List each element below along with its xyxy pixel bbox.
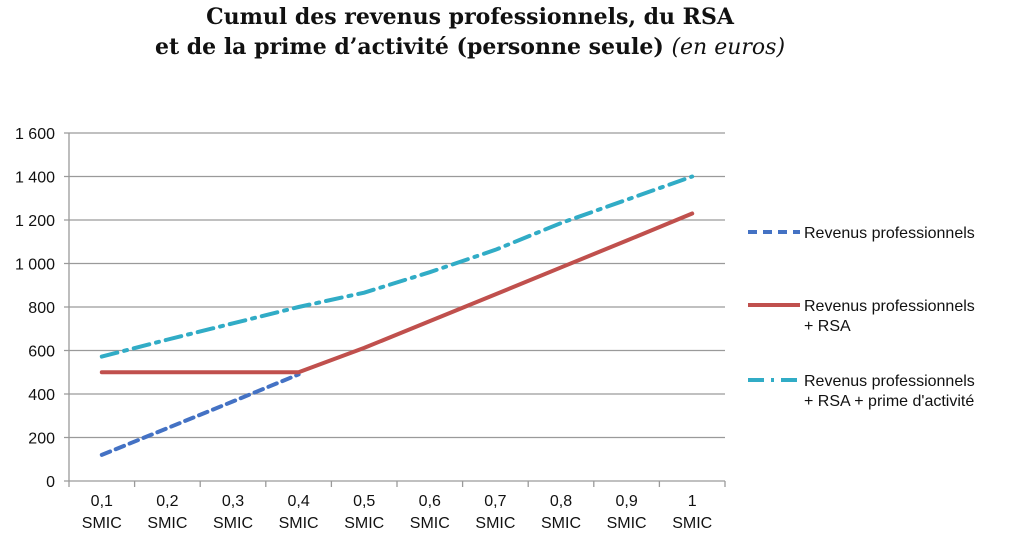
x-tick-label-unit: SMIC (541, 515, 581, 532)
x-tick-label: 0,8 (550, 493, 572, 510)
legend-label: Revenus professionnels (804, 298, 975, 315)
x-tick-label: 1 (688, 493, 697, 510)
x-tick-label-unit: SMIC (147, 515, 187, 532)
title-unit: (en euros) (671, 35, 786, 60)
y-tick-label: 400 (28, 387, 55, 404)
x-tick-label-unit: SMIC (82, 515, 122, 532)
y-tick-label: 200 (28, 431, 55, 448)
y-tick-label: 1 400 (15, 170, 55, 187)
chart-title-line-2: et de la prime d’activité (personne seul… (0, 34, 940, 60)
legend-label: + RSA (804, 318, 851, 335)
y-tick-label: 600 (28, 344, 55, 361)
chart-title: Cumul des revenus professionnels, du RSA (0, 4, 940, 30)
x-tick-label-unit: SMIC (213, 515, 253, 532)
x-tick-label-unit: SMIC (607, 515, 647, 532)
legend-label: Revenus professionnels (804, 225, 975, 242)
title-line-2: et de la prime d’activité (personne seul… (154, 34, 664, 60)
x-tick-label: 0,6 (419, 493, 441, 510)
x-tick-label: 0,3 (222, 493, 244, 510)
x-tick-label: 0,7 (484, 493, 506, 510)
y-tick-label: 800 (28, 300, 55, 317)
x-tick-label-unit: SMIC (279, 515, 319, 532)
series-line-0 (99, 372, 301, 457)
x-tick-label-unit: SMIC (475, 515, 515, 532)
legend-label: Revenus professionnels (804, 373, 975, 390)
x-tick-label: 0,1 (91, 493, 113, 510)
series-line-1 (99, 211, 695, 375)
x-tick-label-unit: SMIC (410, 515, 450, 532)
y-tick-label: 0 (46, 474, 55, 491)
x-tick-label-unit: SMIC (672, 515, 712, 532)
title-line-1: Cumul des revenus professionnels, du RSA (206, 4, 734, 30)
x-tick-label-unit: SMIC (344, 515, 384, 532)
y-tick-label: 1 000 (15, 257, 55, 274)
x-tick-label: 0,4 (287, 493, 309, 510)
y-tick-label: 1 600 (15, 126, 55, 143)
x-tick-label: 0,5 (353, 493, 375, 510)
y-tick-label: 1 200 (15, 213, 55, 230)
legend-label: + RSA + prime d'activité (804, 393, 974, 410)
x-tick-label: 0,2 (156, 493, 178, 510)
x-tick-label: 0,9 (615, 493, 637, 510)
series-line-2 (99, 174, 695, 359)
